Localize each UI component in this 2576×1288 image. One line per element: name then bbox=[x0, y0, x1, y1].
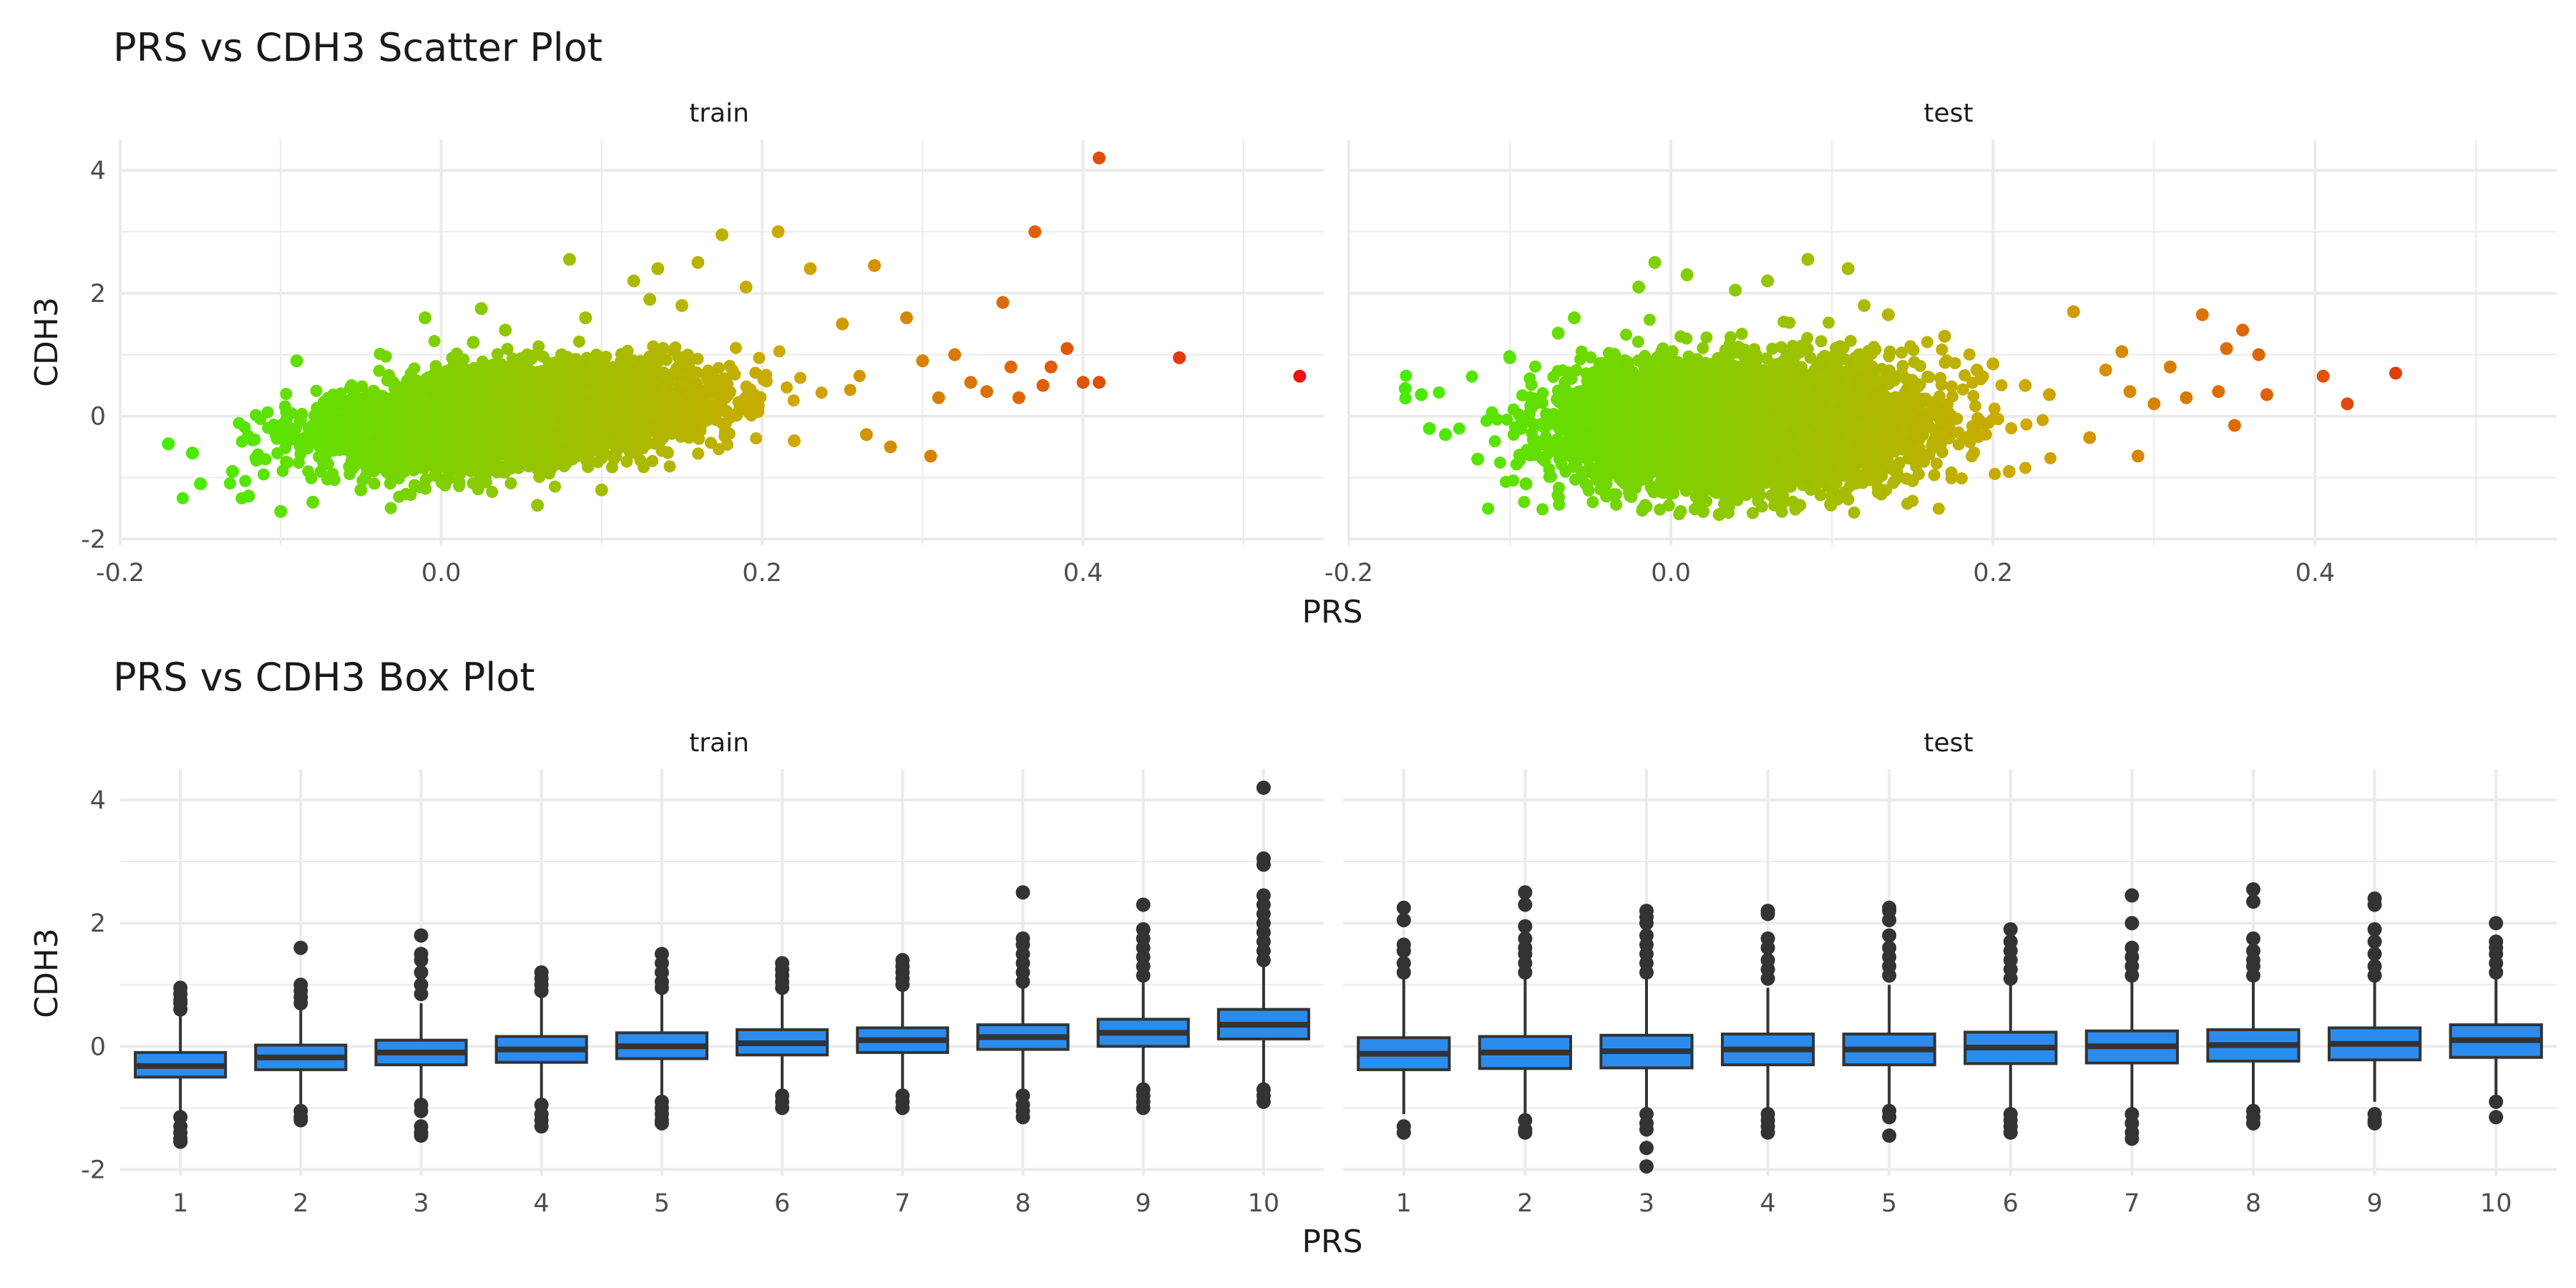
scatter-point bbox=[658, 384, 671, 396]
scatter-strip-train: train bbox=[689, 99, 749, 128]
scatter-y-axis-label: CDH3 bbox=[29, 297, 65, 387]
scatter-point bbox=[361, 462, 374, 475]
scatter-point bbox=[529, 348, 542, 361]
scatter-point bbox=[429, 360, 442, 373]
scatter-points bbox=[162, 151, 2402, 522]
scatter-point bbox=[248, 433, 261, 446]
scatter-point bbox=[310, 384, 323, 397]
scatter-point bbox=[663, 460, 676, 473]
scatter-point bbox=[853, 369, 866, 382]
scatter-point bbox=[721, 438, 734, 451]
y-tick-label: 4 bbox=[90, 157, 106, 185]
scatter-point bbox=[719, 419, 732, 431]
scatter-point bbox=[486, 485, 499, 498]
scatter-ticks: -0.2 0.0 0.2 0.4 -2 0 2 4 -0.2 0.0 0.2 0.4 bbox=[81, 157, 2335, 587]
x-tick-label: 0.2 bbox=[742, 559, 782, 587]
scatter-point bbox=[413, 481, 426, 494]
x-tick-label: 0.0 bbox=[1651, 559, 1691, 587]
scatter-point bbox=[691, 378, 703, 391]
scatter-point bbox=[752, 399, 765, 412]
scatter-section: PRS vs CDH3 Scatter Plot train test CDH3… bbox=[29, 25, 2557, 630]
y-tick-label: 2 bbox=[90, 280, 106, 308]
x-tick-label: 0.4 bbox=[2296, 559, 2336, 587]
scatter-point bbox=[501, 343, 514, 356]
scatter-point bbox=[606, 461, 619, 474]
scatter-point bbox=[815, 386, 828, 399]
scatter-point bbox=[787, 394, 800, 407]
scatter-point bbox=[675, 395, 688, 408]
scatter-point bbox=[560, 456, 572, 469]
x-tick-label: 0.4 bbox=[1063, 559, 1103, 587]
scatter-point bbox=[311, 401, 323, 414]
scatter-point bbox=[428, 335, 441, 348]
scatter-point bbox=[294, 447, 307, 460]
scatter-point bbox=[352, 449, 365, 462]
scatter-point bbox=[728, 368, 741, 381]
scatter-point bbox=[384, 502, 397, 514]
scatter-point bbox=[257, 468, 270, 481]
scatter-point bbox=[531, 463, 544, 476]
scatter-point bbox=[457, 353, 470, 366]
scatter-point bbox=[677, 351, 690, 364]
scatter-point bbox=[239, 474, 252, 487]
scatter-point bbox=[844, 384, 857, 396]
scatter-plot-title: PRS vs CDH3 Scatter Plot bbox=[113, 25, 602, 70]
scatter-point bbox=[549, 480, 562, 493]
scatter-point bbox=[740, 380, 753, 393]
scatter-point bbox=[295, 433, 308, 446]
scatter-point bbox=[753, 351, 766, 364]
scatter-point bbox=[702, 364, 715, 377]
scatter-point bbox=[467, 459, 479, 472]
y-tick-label: -2 bbox=[81, 525, 106, 554]
scatter-point bbox=[368, 477, 381, 490]
scatter-point bbox=[715, 395, 728, 408]
scatter-point bbox=[280, 455, 293, 468]
scatter-grid bbox=[119, 140, 2557, 545]
scatter-point bbox=[692, 447, 705, 460]
scatter-point bbox=[223, 477, 236, 489]
x-tick-label: -0.2 bbox=[96, 559, 145, 587]
scatter-point bbox=[235, 435, 248, 448]
scatter-point bbox=[411, 374, 424, 387]
scatter-point bbox=[623, 446, 636, 459]
scatter-point bbox=[760, 369, 773, 381]
y-tick-label: 0 bbox=[90, 403, 106, 431]
scatter-point bbox=[504, 477, 517, 489]
scatter-point bbox=[750, 432, 763, 445]
scatter-point bbox=[729, 341, 742, 354]
scatter-point bbox=[386, 454, 399, 467]
scatter-point bbox=[238, 421, 251, 434]
scatter-point bbox=[271, 447, 284, 459]
scatter-point bbox=[280, 387, 293, 400]
scatter-point bbox=[572, 335, 585, 348]
scatter-point bbox=[356, 380, 369, 393]
scatter-point bbox=[261, 406, 274, 419]
scatter-x-axis-label: PRS bbox=[1302, 594, 1362, 630]
scatter-point bbox=[176, 492, 189, 504]
scatter-point bbox=[591, 456, 604, 469]
scatter-point bbox=[773, 345, 786, 358]
scatter-point bbox=[780, 381, 793, 394]
x-tick-label: -0.2 bbox=[1324, 559, 1373, 587]
scatter-strip-test: test bbox=[1923, 99, 1973, 128]
scatter-point bbox=[306, 419, 319, 432]
scatter-point bbox=[408, 362, 421, 375]
scatter-point bbox=[703, 386, 716, 399]
scatter-point bbox=[374, 347, 386, 360]
scatter-point bbox=[314, 465, 327, 478]
scatter-point bbox=[661, 447, 674, 459]
x-tick-label: 0.0 bbox=[421, 559, 462, 587]
scatter-point bbox=[328, 474, 341, 487]
scatter-point bbox=[490, 466, 503, 479]
scatter-point bbox=[794, 371, 806, 384]
scatter-point bbox=[467, 477, 479, 489]
scatter-point bbox=[628, 431, 640, 444]
x-tick-label: 0.2 bbox=[1973, 559, 2013, 587]
scatter-point bbox=[634, 454, 647, 467]
scatter-point bbox=[730, 409, 743, 422]
